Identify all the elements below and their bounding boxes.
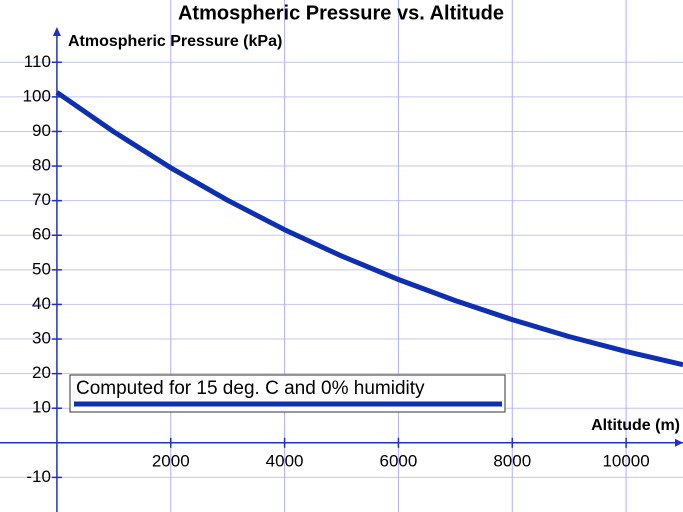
y-tick-label: 70 (32, 190, 51, 209)
y-tick-label: 50 (32, 259, 51, 278)
y-tick-label: 30 (32, 329, 51, 348)
y-axis-label: Atmospheric Pressure (kPa) (68, 33, 282, 50)
y-tick-label: 60 (32, 225, 51, 244)
legend: Computed for 15 deg. C and 0% humidity (69, 374, 506, 413)
legend-label: Computed for 15 deg. C and 0% humidity (76, 378, 425, 399)
y-axis-arrow (52, 27, 61, 36)
y-tick-label: 40 (32, 294, 51, 313)
x-axis-label: Altitude (m) (591, 417, 680, 434)
y-tick-label: 90 (32, 121, 51, 140)
x-tick-label: 2000 (152, 451, 190, 470)
x-axis-arrow (675, 438, 683, 447)
y-tick-label: 80 (32, 156, 51, 175)
axes: -10 10 20 30 40 50 60 70 80 90 100 110 2000 4000 6000 8… (0, 27, 683, 512)
x-tick-label: 8000 (493, 451, 531, 470)
x-tick-label: 6000 (380, 451, 418, 470)
y-tick-label: -10 (26, 467, 51, 486)
data-line (55, 90, 683, 368)
x-tick-label: 10000 (602, 451, 649, 470)
y-tick-label: 20 (32, 363, 51, 382)
y-tick-label: 110 (24, 52, 51, 71)
y-tick-label: 10 (32, 398, 51, 417)
y-tick-label: 100 (23, 86, 51, 105)
chart-title: Atmospheric Pressure vs. Altitude (178, 2, 504, 24)
plot (55, 90, 683, 368)
x-tick-label: 4000 (266, 451, 304, 470)
